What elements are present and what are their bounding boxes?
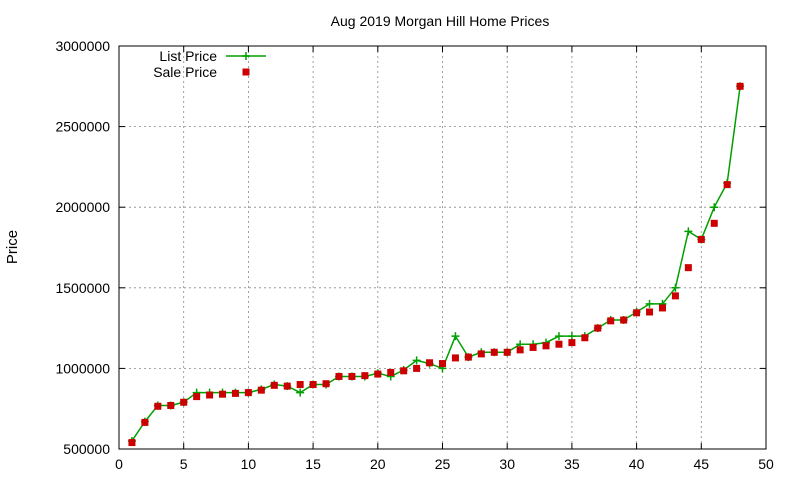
sale-price-point — [490, 348, 498, 356]
y-axis-label: Price — [4, 230, 21, 264]
sale-price-point — [451, 354, 459, 362]
list-price-point — [296, 388, 305, 397]
sale-price-point — [219, 390, 227, 398]
y-tick-label: 1500000 — [55, 280, 110, 296]
sale-price-point — [555, 340, 563, 348]
x-tick-label: 45 — [694, 456, 710, 472]
sale-price-point — [464, 353, 472, 361]
sale-price-point — [309, 381, 317, 389]
grid-lines — [119, 46, 766, 449]
x-tick-label: 30 — [499, 456, 515, 472]
x-tick-label: 50 — [758, 456, 774, 472]
list-price-point — [671, 283, 680, 292]
sale-price-point — [633, 309, 641, 317]
sale-price-point — [322, 380, 330, 388]
sale-price-point — [348, 372, 356, 380]
list-price-point — [684, 227, 693, 236]
sale-price-point — [206, 391, 214, 399]
sale-price-point — [270, 381, 278, 389]
sale-price-point — [736, 82, 744, 90]
sale-price-point — [193, 393, 201, 401]
x-tick-label: 25 — [435, 456, 451, 472]
sale-price-point — [244, 389, 252, 397]
sale-price-point — [426, 359, 434, 367]
legend: List Price Sale Price — [153, 48, 266, 80]
y-tick-label: 2000000 — [55, 199, 110, 215]
sale-price-point — [283, 382, 291, 390]
list-price-point — [710, 203, 719, 212]
sale-price-point — [684, 264, 692, 272]
sale-price-point — [154, 402, 162, 410]
list-price-point — [567, 332, 576, 341]
x-tick-label: 40 — [629, 456, 645, 472]
sale-price-point — [671, 292, 679, 300]
sale-price-point — [697, 235, 705, 243]
list-price-point — [412, 356, 421, 365]
sale-price-point — [594, 324, 602, 332]
legend-list-price-label: List Price — [159, 48, 217, 64]
sale-price-point — [167, 401, 175, 409]
x-tick-label: 15 — [305, 456, 321, 472]
sale-price-point — [387, 368, 395, 376]
list-price-line — [131, 86, 741, 442]
sale-price-point — [516, 346, 524, 354]
sale-price-point — [231, 389, 239, 397]
sale-price-point — [710, 219, 718, 227]
chart-title: Aug 2019 Morgan Hill Home Prices — [331, 13, 550, 29]
list-price-point — [554, 332, 563, 341]
sale-price-point — [296, 381, 304, 389]
sale-price-point — [620, 316, 628, 324]
y-tick-label: 500000 — [63, 441, 110, 457]
sale-price-point — [361, 372, 369, 380]
legend-sale-price-sample — [242, 68, 250, 76]
axis-ticks: 0 5 10 15 20 25 30 35 40 45 50 500000 1000000 1500000… — [55, 38, 774, 472]
sale-price-point — [568, 339, 576, 347]
y-tick-label: 3000000 — [55, 38, 110, 54]
legend-list-cross — [242, 52, 250, 60]
sale-price-point — [413, 364, 421, 372]
sale-price-point — [658, 304, 666, 312]
sale-price-point — [439, 360, 446, 368]
legend-sale-square — [242, 68, 250, 76]
series-layer — [127, 82, 745, 447]
sale-price-point — [607, 317, 615, 325]
x-tick-label: 35 — [564, 456, 580, 472]
sale-price-point — [128, 439, 136, 447]
sale-price-point — [646, 308, 654, 316]
x-tick-label: 10 — [241, 456, 257, 472]
sale-price-point — [529, 343, 537, 351]
y-tick-label: 1000000 — [55, 360, 110, 376]
legend-list-price-sample — [226, 52, 266, 60]
sale-price-point — [723, 181, 731, 189]
sale-price-point — [400, 367, 408, 375]
x-tick-label: 5 — [180, 456, 188, 472]
sale-price-point — [477, 350, 485, 358]
sale-price-point — [503, 348, 511, 356]
y-tick-label: 2500000 — [55, 119, 110, 135]
sale-price-point — [581, 334, 589, 342]
sale-price-point — [542, 342, 550, 350]
x-tick-label: 0 — [115, 456, 123, 472]
legend-sale-price-label: Sale Price — [153, 64, 217, 80]
sale-price-point — [335, 372, 343, 380]
sale-price-point — [257, 386, 265, 394]
sale-price-point — [180, 398, 188, 406]
sale-price-point — [374, 370, 382, 378]
x-tick-label: 20 — [370, 456, 386, 472]
list-price-point — [645, 299, 654, 308]
list-price-point — [451, 332, 460, 341]
sale-price-point — [141, 418, 149, 426]
